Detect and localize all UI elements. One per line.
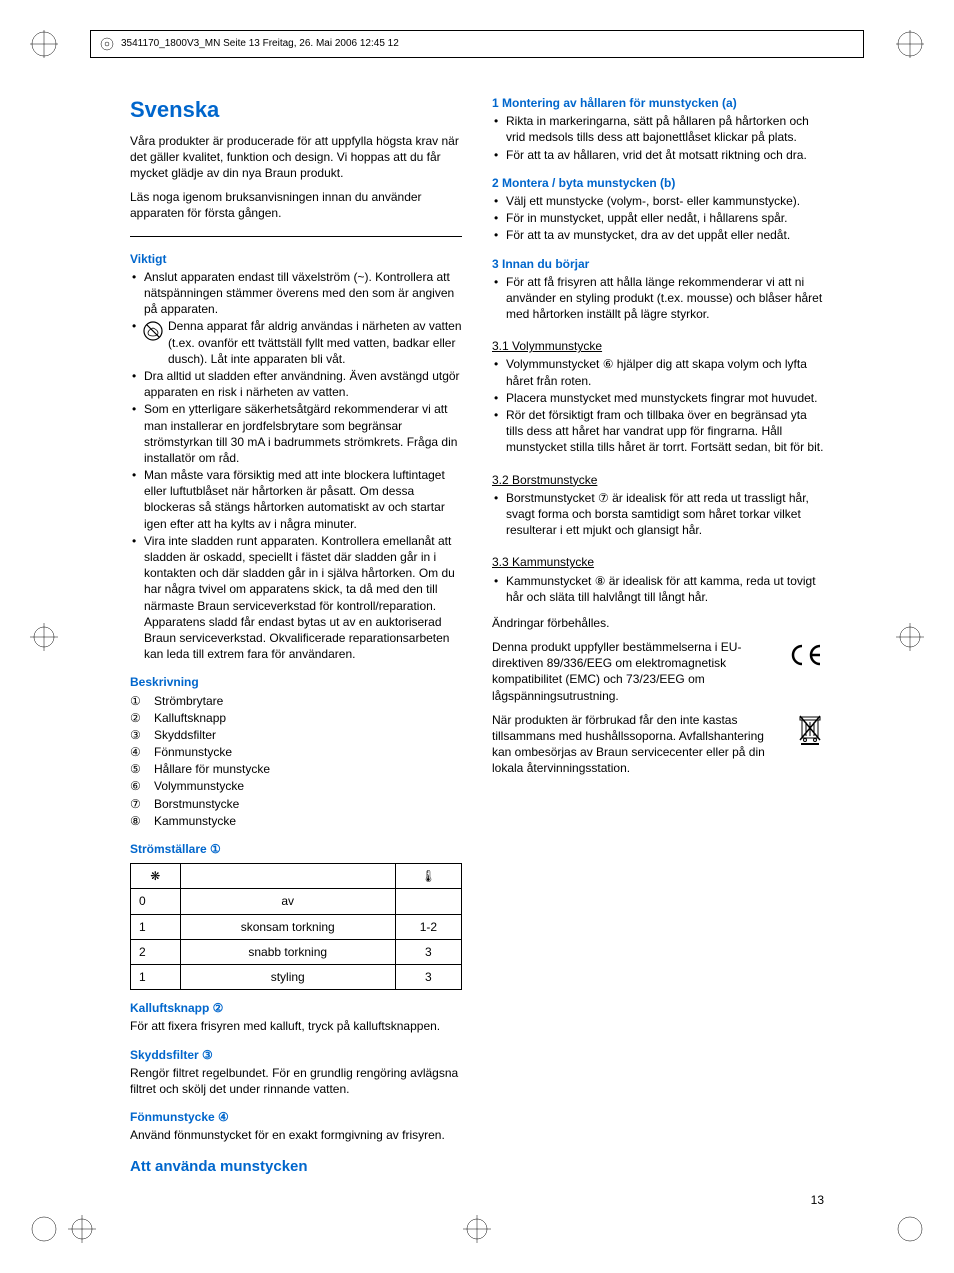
list: Rikta in markeringarna, sätt på hållaren…: [492, 113, 824, 163]
list-item: Välj ett munstycke (volym-, borst- eller…: [492, 193, 824, 209]
list-item: Kammunstycket ⑧ är idealisk för att kamm…: [492, 573, 824, 605]
settings-table: ❋ 🌡 0av 1skonsam torkning1-2 2snabb tork…: [130, 863, 462, 990]
list-item: ⑦Borstmunstycke: [130, 796, 462, 812]
sub-subsection-heading: 3.1 Volymmunstycke: [492, 338, 602, 354]
page-title: Svenska: [130, 95, 462, 125]
list-item: För att ta av hållaren, vrid det åt mots…: [492, 147, 824, 163]
document-header: 3541170_1800V3_MN Seite 13 Freitag, 26. …: [90, 30, 864, 58]
list-item: För in munstycket, uppåt eller nedåt, i …: [492, 210, 824, 226]
crop-mark-icon: [30, 623, 70, 651]
sub-subsection-heading: 3.2 Borstmunstycke: [492, 472, 597, 488]
list-item: Placera munstycket med munstyckets fingr…: [492, 390, 824, 406]
list-item: För att ta av munstycket, dra av det upp…: [492, 227, 824, 243]
list: För att få frisyren att hålla länge reko…: [492, 274, 824, 323]
gear-icon: [99, 36, 115, 52]
list: Välj ett munstycke (volym-, borst- eller…: [492, 193, 824, 244]
list-item: ⑧Kammunstycke: [130, 813, 462, 829]
intro-paragraph: Våra produkter är producerade för att up…: [130, 133, 462, 182]
table-row: 2snabb torkning3: [131, 939, 462, 964]
section-heading-kalluft: Kalluftsknapp ②: [130, 1000, 462, 1016]
sub-subsection-heading: 3.3 Kammunstycke: [492, 554, 594, 570]
list: Kammunstycket ⑧ är idealisk för att kamm…: [492, 573, 824, 605]
header-text: 3541170_1800V3_MN Seite 13 Freitag, 26. …: [121, 37, 399, 51]
table-row: 1skonsam torkning1-2: [131, 914, 462, 939]
beskrivning-list: ①Strömbrytare ②Kalluftsknapp ③Skyddsfilt…: [130, 693, 462, 830]
list-item: Dra alltid ut sladden efter användning. …: [130, 368, 462, 400]
list-item: Anslut apparaten endast till växelström …: [130, 269, 462, 318]
no-water-icon: [142, 320, 164, 346]
list-item: ⑤Hållare för munstycke: [130, 761, 462, 777]
subsection-heading: 1 Montering av hållaren för munstycken (…: [492, 95, 824, 111]
list-item: Borstmunstycket ⑦ är idealisk för att re…: [492, 490, 824, 539]
list: Volymmunstycket ⑥ hjälper dig att skapa …: [492, 356, 824, 455]
list-item: • Denna apparat får aldrig användas i nä…: [130, 318, 462, 367]
weee-bin-icon: [796, 712, 824, 750]
crop-mark-icon: [884, 623, 924, 651]
list-item: ⑥Volymmunstycke: [130, 778, 462, 794]
list-item: Rikta in markeringarna, sätt på hållaren…: [492, 113, 824, 145]
crop-mark-icon: [30, 1215, 100, 1243]
subsection-heading: 2 Montera / byta munstycken (b): [492, 175, 824, 191]
crop-mark-icon: [884, 30, 924, 58]
list-item: ④Fönmunstycke: [130, 744, 462, 760]
thermo-icon: 🌡: [421, 869, 436, 883]
list-item: ②Kalluftsknapp: [130, 710, 462, 726]
subsection-heading: 3 Innan du börjar: [492, 256, 824, 272]
ce-mark-icon: [790, 639, 824, 677]
crop-mark-icon: [463, 1215, 491, 1243]
section-heading-beskrivning: Beskrivning: [130, 674, 462, 690]
list-item: ③Skyddsfilter: [130, 727, 462, 743]
list-item: Rör det försiktigt fram och tillbaka öve…: [492, 407, 824, 456]
disposal-paragraph: När produkten är förbrukad får den inte …: [492, 712, 824, 777]
list-item: ①Strömbrytare: [130, 693, 462, 709]
paragraph: För att fixera frisyren med kalluft, try…: [130, 1018, 462, 1034]
list-item-text: Denna apparat får aldrig användas i närh…: [168, 319, 462, 365]
viktigt-list: Anslut apparaten endast till växelström …: [130, 269, 462, 663]
paragraph: Använd fönmunstycket för en exakt formgi…: [130, 1127, 462, 1143]
intro-paragraph: Läs noga igenom bruksanvisningen innan d…: [130, 189, 462, 221]
ce-paragraph: Denna produkt uppfyller bestämmelserna i…: [492, 639, 824, 704]
page-body: Svenska Våra produkter är producerade fö…: [130, 95, 824, 1183]
crop-mark-icon: [884, 1215, 924, 1243]
list-item: För att få frisyren att hålla länge reko…: [492, 274, 824, 323]
section-heading-munstycken: Att använda munstycken: [130, 1157, 462, 1177]
list-item: Vira inte sladden runt apparaten. Kontro…: [130, 533, 462, 663]
paragraph: Ändringar förbehålles.: [492, 615, 824, 631]
section-heading-stromstallare: Strömställare ①: [130, 841, 462, 857]
crop-mark-icon: [30, 30, 70, 58]
paragraph: Rengör filtret regelbundet. För en grund…: [130, 1065, 462, 1097]
table-row: 0av: [131, 889, 462, 914]
list-item: Volymmunstycket ⑥ hjälper dig att skapa …: [492, 356, 824, 388]
list-item: Som en ytterligare säkerhetsåtgärd rekom…: [130, 401, 462, 466]
divider: [130, 236, 462, 237]
fan-icon: ❋: [150, 869, 160, 883]
list-item: Man måste vara försiktig med att inte bl…: [130, 467, 462, 532]
section-heading-skyddsfilter: Skyddsfilter ③: [130, 1047, 462, 1063]
section-heading-fonmunstycke: Fönmunstycke ④: [130, 1109, 462, 1125]
list: Borstmunstycket ⑦ är idealisk för att re…: [492, 490, 824, 539]
table-row: 1styling3: [131, 964, 462, 989]
page-number: 13: [811, 1192, 824, 1208]
section-heading-viktigt: Viktigt: [130, 251, 462, 267]
